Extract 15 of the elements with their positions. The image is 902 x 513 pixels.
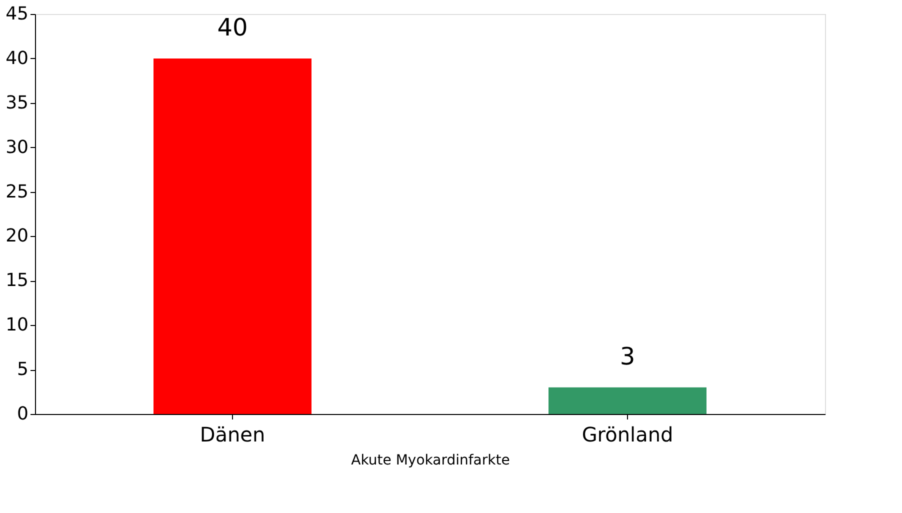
y-tick-label: 45 (6, 4, 28, 24)
x-axis-title: Akute Myokardinfarkte (351, 452, 510, 468)
y-tick-label: 35 (6, 92, 28, 114)
y-tick-label: 5 (17, 359, 28, 380)
x-tick-label: Dänen (200, 422, 266, 446)
y-tick-label: 40 (6, 48, 28, 69)
y-tick-label: 15 (6, 270, 28, 292)
data-label: 3 (620, 342, 636, 370)
data-label: 40 (217, 13, 248, 42)
y-tick-label: 30 (6, 136, 28, 158)
x-tick-label: Grönland (582, 422, 674, 446)
y-tick-label: 25 (6, 181, 28, 202)
y-tick-label: 0 (17, 404, 28, 424)
y-tick-label: 10 (6, 314, 28, 336)
y-tick-label: 20 (6, 226, 28, 247)
